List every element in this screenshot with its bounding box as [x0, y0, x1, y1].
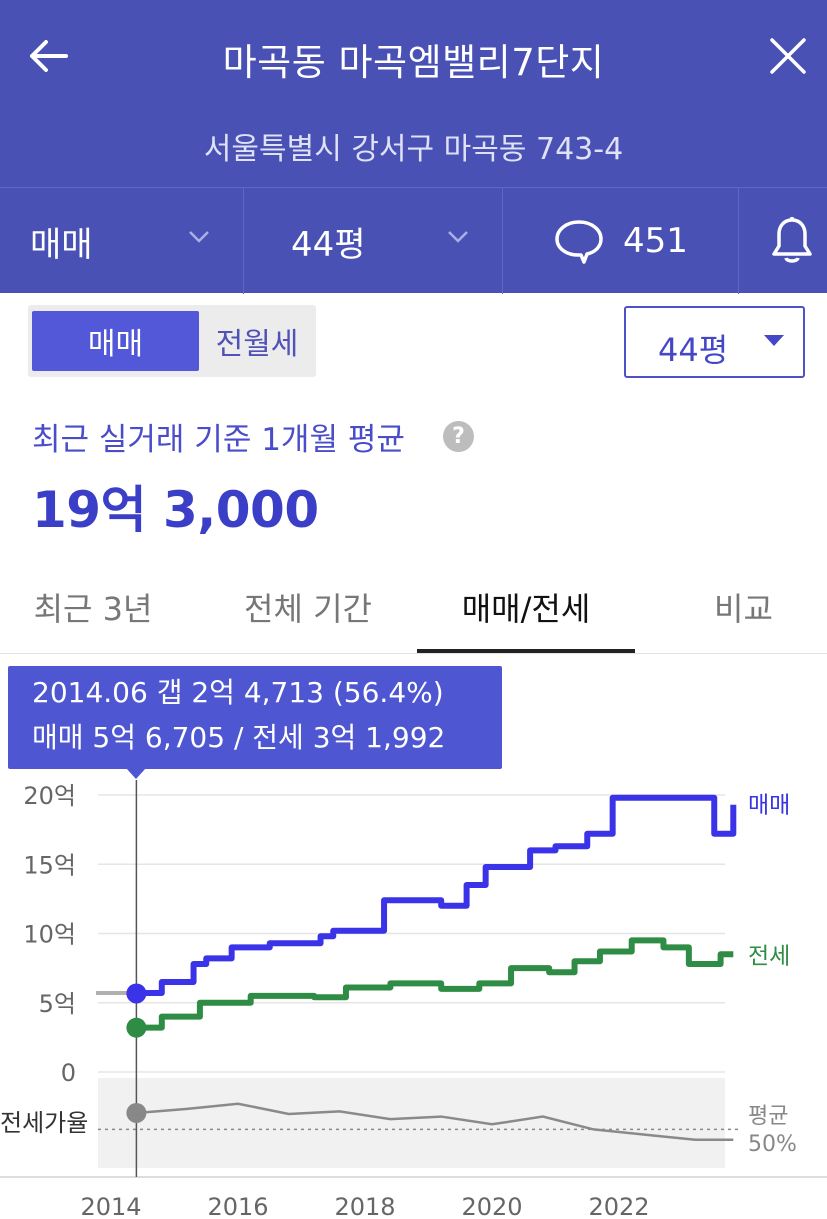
bell-icon [772, 217, 812, 263]
series-label-jeonse: 전세 [748, 943, 790, 969]
close-icon [770, 38, 806, 74]
tooltip-line-2: 매매 5억 6,705 / 전세 3억 1,992 [32, 721, 446, 754]
comments-button[interactable]: 451 [502, 188, 738, 294]
speech-bubble-icon [555, 220, 603, 264]
tab-sale-jeonse[interactable]: 매매/전세 [461, 590, 591, 628]
area-dropdown[interactable]: 44평 [624, 306, 805, 378]
chart-tooltip: 2014.06 갭 2억 4,713 (56.4%) 매매 5억 6,705 /… [8, 666, 502, 769]
y-tick-label: 10억 [23, 921, 76, 949]
help-icon[interactable]: ? [443, 421, 474, 452]
x-tick-label: 2018 [334, 1193, 395, 1219]
trade-type-select[interactable]: 매매 [0, 188, 243, 294]
tab-recent-3y[interactable]: 최근 3년 [33, 590, 153, 628]
close-button[interactable] [762, 30, 814, 82]
chevron-down-icon [189, 231, 209, 243]
x-tick-label: 2020 [461, 1193, 522, 1219]
y-tick-label: 15억 [23, 851, 76, 879]
ratio-axis-label: 전세가율 [0, 1109, 88, 1137]
jeonse-marker [126, 1017, 147, 1038]
ratio-marker [126, 1102, 147, 1123]
tooltip-line-1: 2014.06 갭 2억 4,713 (56.4%) [32, 676, 444, 709]
tab-all-period[interactable]: 전체 기간 [244, 590, 372, 628]
series-label-sale: 매매 [748, 793, 790, 819]
caret-down-icon [764, 335, 784, 346]
series-line-jeonse [136, 937, 734, 1031]
x-tick-label: 2016 [207, 1193, 268, 1219]
page-title: 마곡동 마곡엠밸리7단지 [222, 41, 605, 84]
tooltip-arrow [126, 768, 146, 779]
title-row: 마곡동 마곡엠밸리7단지 [0, 0, 827, 115]
tab-active-indicator [417, 649, 635, 653]
price-chart-svg: 20억 15억 10억 5억 0 2014 2016 2018 2020 2022 매매전세전세가율… [0, 780, 827, 1219]
toggle-rent[interactable]: 전월세 [215, 327, 299, 362]
ratio-average-value: 50% [748, 1132, 797, 1157]
address-text: 서울특별시 강서구 마곡동 743-4 [203, 132, 624, 167]
y-tick-label: 5억 [39, 990, 76, 1018]
period-tabs: 최근 3년 전체 기간 매매/전세 비교 [0, 560, 827, 654]
tab-compare[interactable]: 비교 [714, 590, 773, 628]
trade-type-value: 매매 [30, 224, 93, 265]
trade-toggle: 매매 전월세 [28, 305, 316, 377]
back-button[interactable] [22, 30, 74, 82]
app-header: 마곡동 마곡엠밸리7단지 서울특별시 강서구 마곡동 743-4 매매 44평 … [0, 0, 827, 294]
y-tick-label: 0 [61, 1059, 76, 1087]
toggle-sale[interactable]: 매매 [32, 311, 199, 371]
area-dropdown-value: 44평 [658, 331, 729, 369]
x-tick-label: 2022 [588, 1193, 649, 1219]
y-tick-label: 20억 [23, 782, 76, 810]
arrow-left-icon [30, 40, 68, 72]
sale-marker [126, 983, 147, 1004]
average-label: 최근 실거래 기준 1개월 평균 [32, 422, 405, 458]
alarm-button[interactable] [738, 188, 827, 294]
chevron-down-icon [448, 231, 468, 243]
series-line-ratio [136, 1102, 734, 1141]
area-value: 44평 [291, 224, 366, 265]
series-line-sale [136, 794, 737, 997]
ratio-panel [98, 1078, 725, 1168]
average-price: 19억 3,000 [32, 481, 319, 539]
selector-bar: 매매 44평 451 [0, 187, 827, 294]
ratio-average-label: 평균 [748, 1104, 788, 1129]
x-tick-label: 2014 [80, 1193, 141, 1219]
area-select[interactable]: 44평 [243, 188, 502, 294]
comment-count: 451 [623, 221, 688, 261]
